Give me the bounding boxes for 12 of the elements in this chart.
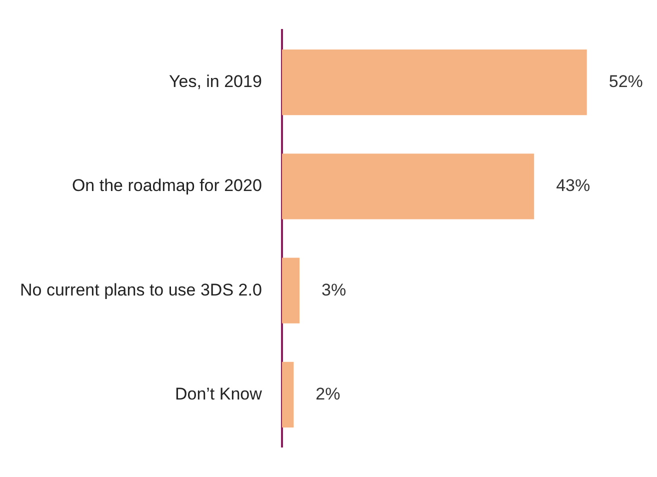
- y-tick-label: Don’t Know: [174, 384, 263, 404]
- y-tick-label: Yes, in 2019: [168, 72, 262, 91]
- bar: [282, 362, 294, 428]
- data-label: 43%: [556, 176, 590, 196]
- data-label: 52%: [608, 72, 643, 91]
- y-tick-label: On the roadmap for 2020: [72, 176, 262, 196]
- data-label: 3%: [322, 280, 346, 300]
- data-label: 2%: [316, 384, 340, 404]
- bar: [282, 49, 587, 116]
- y-tick-label: No current plans to use 3DS 2.0: [20, 280, 262, 300]
- bar: [282, 258, 300, 324]
- bar: [282, 154, 534, 220]
